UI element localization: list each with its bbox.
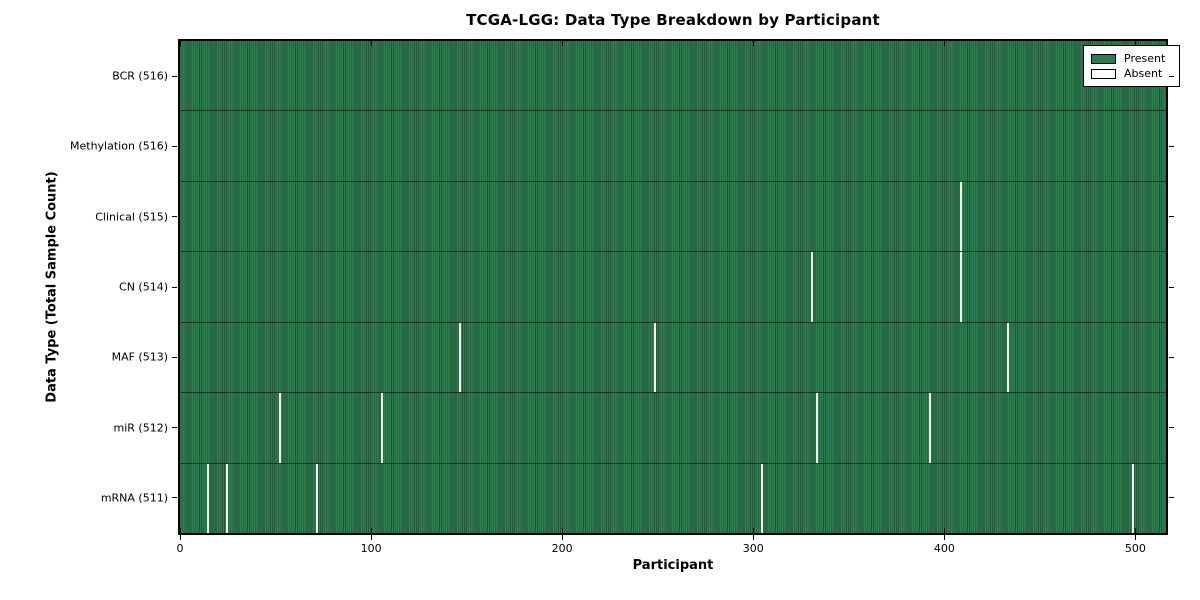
xtick-mark-out-500	[1135, 535, 1137, 540]
xtick-label-500: 500	[1124, 542, 1146, 555]
row-Methylation	[180, 111, 1166, 182]
ytick-label-MAF: MAF (513)	[111, 350, 168, 364]
row-miR	[180, 393, 1166, 464]
ytick-mark-right-MAF	[1169, 356, 1174, 358]
absent-gap-mRNA-14	[206, 463, 209, 533]
absent-gap-MAF-433	[1007, 322, 1010, 393]
absent-gap-mRNA-71	[315, 463, 318, 533]
xtick-mark-top-300	[753, 41, 755, 46]
xtick-mark-out-100	[371, 535, 373, 540]
absent-gap-mRNA-498	[1131, 463, 1134, 533]
row-container	[180, 41, 1166, 533]
present-swatch-icon	[1091, 53, 1116, 64]
ytick-label-mRNA: mRNA (511)	[100, 491, 168, 505]
absent-gap-miR-333	[816, 393, 819, 463]
xtick-mark-bottom-400	[944, 528, 946, 533]
ytick-label-BCR: BCR (516)	[112, 69, 168, 83]
absent-gap-mRNA-304	[760, 463, 763, 533]
xtick-label-200: 200	[551, 542, 573, 555]
xtick-label-400: 400	[933, 542, 955, 555]
xtick-label-100: 100	[360, 542, 382, 555]
ytick-mark-right-BCR	[1169, 75, 1174, 77]
absent-gap-CN-408	[959, 252, 962, 322]
ytick-label-Clinical: Clinical (515)	[95, 210, 168, 224]
ytick-mark-right-miR	[1169, 427, 1174, 429]
absent-gap-miR-105	[380, 393, 383, 463]
absent-gap-MAF-248	[653, 322, 656, 393]
absent-gap-CN-330	[810, 252, 813, 322]
legend-item-present: Present	[1091, 51, 1173, 66]
ytick-mark-left-CN	[172, 286, 177, 288]
xtick-mark-bottom-500	[1135, 528, 1137, 533]
xtick-mark-bottom-0	[180, 528, 181, 533]
ytick-label-miR: miR (512)	[113, 421, 169, 435]
x-axis-label: Participant	[632, 558, 714, 573]
legend-label-absent: Absent	[1124, 67, 1163, 80]
row-MAF	[180, 322, 1166, 394]
xtick-mark-out-200	[562, 535, 564, 540]
absent-gap-MAF-146	[458, 322, 461, 393]
ytick-mark-left-miR	[172, 427, 177, 429]
xtick-mark-top-500	[1135, 41, 1137, 46]
xtick-mark-out-300	[753, 535, 755, 540]
ytick-mark-left-mRNA	[172, 497, 177, 499]
xtick-mark-bottom-200	[562, 528, 564, 533]
xtick-mark-bottom-300	[753, 528, 755, 533]
row-CN	[180, 252, 1166, 323]
plot-area	[178, 39, 1168, 535]
ytick-mark-left-Methylation	[172, 145, 177, 147]
row-Clinical	[180, 181, 1166, 253]
ytick-mark-right-CN	[1169, 286, 1174, 288]
ytick-mark-right-Methylation	[1169, 145, 1174, 147]
absent-gap-miR-392	[929, 393, 932, 463]
ytick-mark-left-Clinical	[172, 216, 177, 218]
xtick-mark-top-100	[371, 41, 373, 46]
xtick-label-0: 0	[176, 542, 184, 555]
row-mRNA	[180, 463, 1166, 533]
ytick-mark-left-MAF	[172, 356, 177, 358]
legend: Present Absent	[1083, 45, 1180, 87]
xtick-mark-bottom-100	[371, 528, 373, 533]
ytick-mark-right-mRNA	[1169, 497, 1174, 499]
absent-gap-mRNA-24	[225, 463, 228, 533]
ytick-label-Methylation: Methylation (516)	[70, 139, 168, 153]
xtick-mark-out-400	[944, 535, 946, 540]
xtick-mark-top-400	[944, 41, 946, 46]
chart-title: TCGA-LGG: Data Type Breakdown by Partici…	[466, 11, 880, 29]
legend-item-absent: Absent	[1091, 66, 1173, 81]
row-BCR	[180, 41, 1166, 112]
legend-label-present: Present	[1124, 52, 1166, 65]
xtick-mark-out-0	[180, 535, 181, 540]
xtick-label-300: 300	[742, 542, 764, 555]
absent-gap-miR-52	[279, 393, 282, 463]
ytick-mark-right-Clinical	[1169, 216, 1174, 218]
ytick-mark-left-BCR	[172, 75, 177, 77]
xtick-mark-top-0	[180, 41, 181, 46]
absent-gap-Clinical-408	[959, 181, 962, 252]
ytick-label-CN: CN (514)	[119, 280, 168, 294]
xtick-mark-top-200	[562, 41, 564, 46]
absent-swatch-icon	[1091, 68, 1116, 79]
